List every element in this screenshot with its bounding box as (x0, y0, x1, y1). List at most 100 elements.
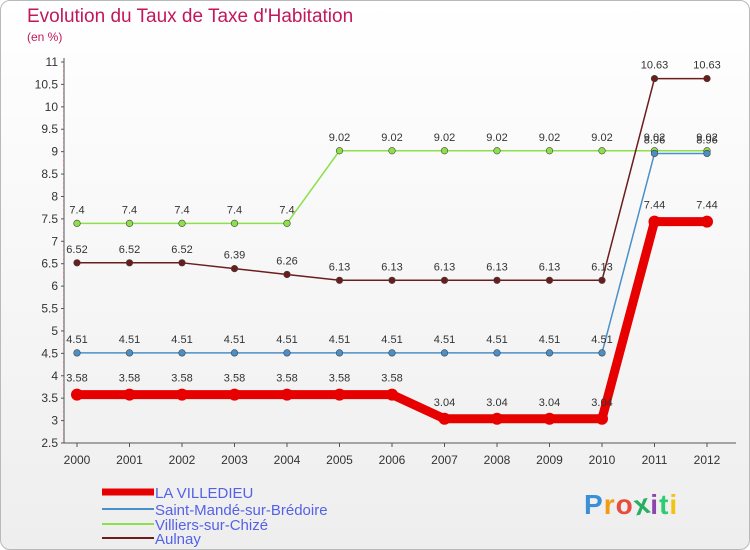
data-point (125, 219, 134, 227)
data-point (598, 349, 606, 357)
data-point (335, 349, 344, 357)
logo-letter: t (659, 489, 670, 520)
data-label: 3.58 (224, 373, 245, 385)
data-point (598, 147, 606, 155)
data-label: 9.02 (539, 132, 560, 144)
x-tick-label: 2006 (379, 453, 406, 467)
data-point (230, 265, 239, 273)
data-point (333, 388, 346, 401)
data-label: 4.51 (381, 334, 402, 346)
series-line-2 (77, 150, 707, 225)
x-tick-label: 2007 (431, 453, 458, 467)
data-label: 4.51 (66, 334, 87, 346)
data-label: 3.04 (539, 397, 560, 409)
data-label: 9.02 (381, 132, 402, 144)
data-label: 4.51 (486, 334, 507, 346)
data-label: 4.51 (591, 334, 612, 346)
y-tick-label: 8.5 (41, 167, 58, 181)
x-tick-label: 2010 (589, 453, 616, 467)
data-point (650, 149, 659, 158)
data-label: 3.58 (329, 373, 350, 385)
data-point (596, 412, 608, 425)
legend-label: Saint-Mandé-sur-Brédoire (155, 502, 328, 519)
y-tick-label: 6.5 (41, 257, 58, 271)
y-tick-label: 5 (51, 324, 58, 338)
legend-label: Aulnay (155, 531, 201, 548)
data-label: 7.4 (122, 204, 137, 216)
data-point (703, 74, 711, 83)
data-label: 9.02 (591, 132, 612, 144)
data-label: 4.51 (539, 334, 560, 346)
y-tick-label: 4 (51, 369, 58, 383)
x-tick-label: 2012 (694, 453, 721, 467)
data-label: 6.52 (119, 244, 140, 256)
logo-letter: r (603, 489, 616, 520)
x-tick-label: 2000 (64, 453, 91, 467)
y-tick-label: 7.5 (41, 212, 58, 226)
series-points (71, 74, 713, 425)
data-point (648, 215, 661, 228)
y-tick-label: 7 (51, 234, 58, 248)
legend-label: LA VILLEDIEU (155, 485, 253, 502)
data-point (650, 74, 659, 83)
data-label: 8.96 (696, 134, 717, 146)
y-tick-label: 3 (51, 414, 58, 428)
data-point (178, 349, 186, 357)
data-label: 7.4 (227, 204, 242, 216)
data-point (388, 147, 396, 155)
legend-label: Villiers-sur-Chizé (155, 517, 268, 534)
data-label: 10.63 (641, 60, 669, 72)
axes: 2.5 3 3.5 4 4.5 5 5.5 6 6.5 7 7.5 8 8.5 9 9.5 10 10.5 11 2… (35, 55, 736, 467)
data-label: 4.51 (224, 334, 245, 346)
data-label: 6.39 (224, 250, 245, 262)
data-point (440, 349, 449, 357)
data-label: 7.44 (644, 200, 665, 212)
data-point (545, 349, 554, 357)
data-point (440, 276, 449, 284)
y-tick-label: 8 (51, 189, 58, 203)
y-tick-label: 9 (51, 145, 58, 159)
data-label: 4.51 (329, 334, 350, 346)
data-point (176, 388, 188, 401)
data-point (388, 349, 396, 357)
data-point (178, 259, 186, 267)
data-label: 6.13 (591, 261, 612, 273)
data-label: 7.44 (696, 200, 717, 212)
proxiti-logo: Proxiti (584, 488, 678, 522)
x-tick-label: 2002 (169, 453, 196, 467)
data-label: 6.13 (539, 261, 560, 273)
legend: LA VILLEDIEUSaint-Mandé-sur-BrédoireVill… (102, 485, 328, 548)
data-label: 8.96 (644, 134, 665, 146)
data-point (598, 276, 606, 284)
y-tick-label: 10 (45, 100, 59, 114)
logo-letter: o (615, 489, 634, 520)
data-point (73, 349, 81, 357)
data-label: 3.58 (276, 373, 297, 385)
data-point (388, 276, 396, 284)
data-point (125, 349, 134, 357)
data-point (335, 147, 344, 155)
chart-title: Evolution du Taux de Taxe d'Habitation (27, 6, 354, 27)
data-point (230, 219, 239, 227)
data-label: 7.4 (69, 204, 84, 216)
y-tick-label: 9.5 (41, 122, 58, 136)
data-label: 3.04 (434, 397, 455, 409)
y-tick-label: 4.5 (41, 346, 58, 360)
data-point (283, 270, 291, 279)
x-tick-label: 2011 (642, 453, 668, 467)
y-tick-label: 3.5 (41, 391, 58, 405)
data-label: 6.13 (329, 261, 350, 273)
data-label: 3.58 (66, 373, 87, 385)
y-tick-label: 6 (51, 279, 58, 293)
x-tick-label: 2004 (274, 453, 301, 467)
x-tick-label: 2008 (484, 453, 511, 467)
data-point (438, 412, 451, 425)
y-tick-label: 5.5 (41, 302, 58, 316)
data-label: 3.58 (171, 373, 192, 385)
logo-letter: i (650, 489, 660, 520)
data-point (228, 388, 241, 401)
data-label: 6.52 (171, 244, 192, 256)
data-point (440, 147, 449, 155)
